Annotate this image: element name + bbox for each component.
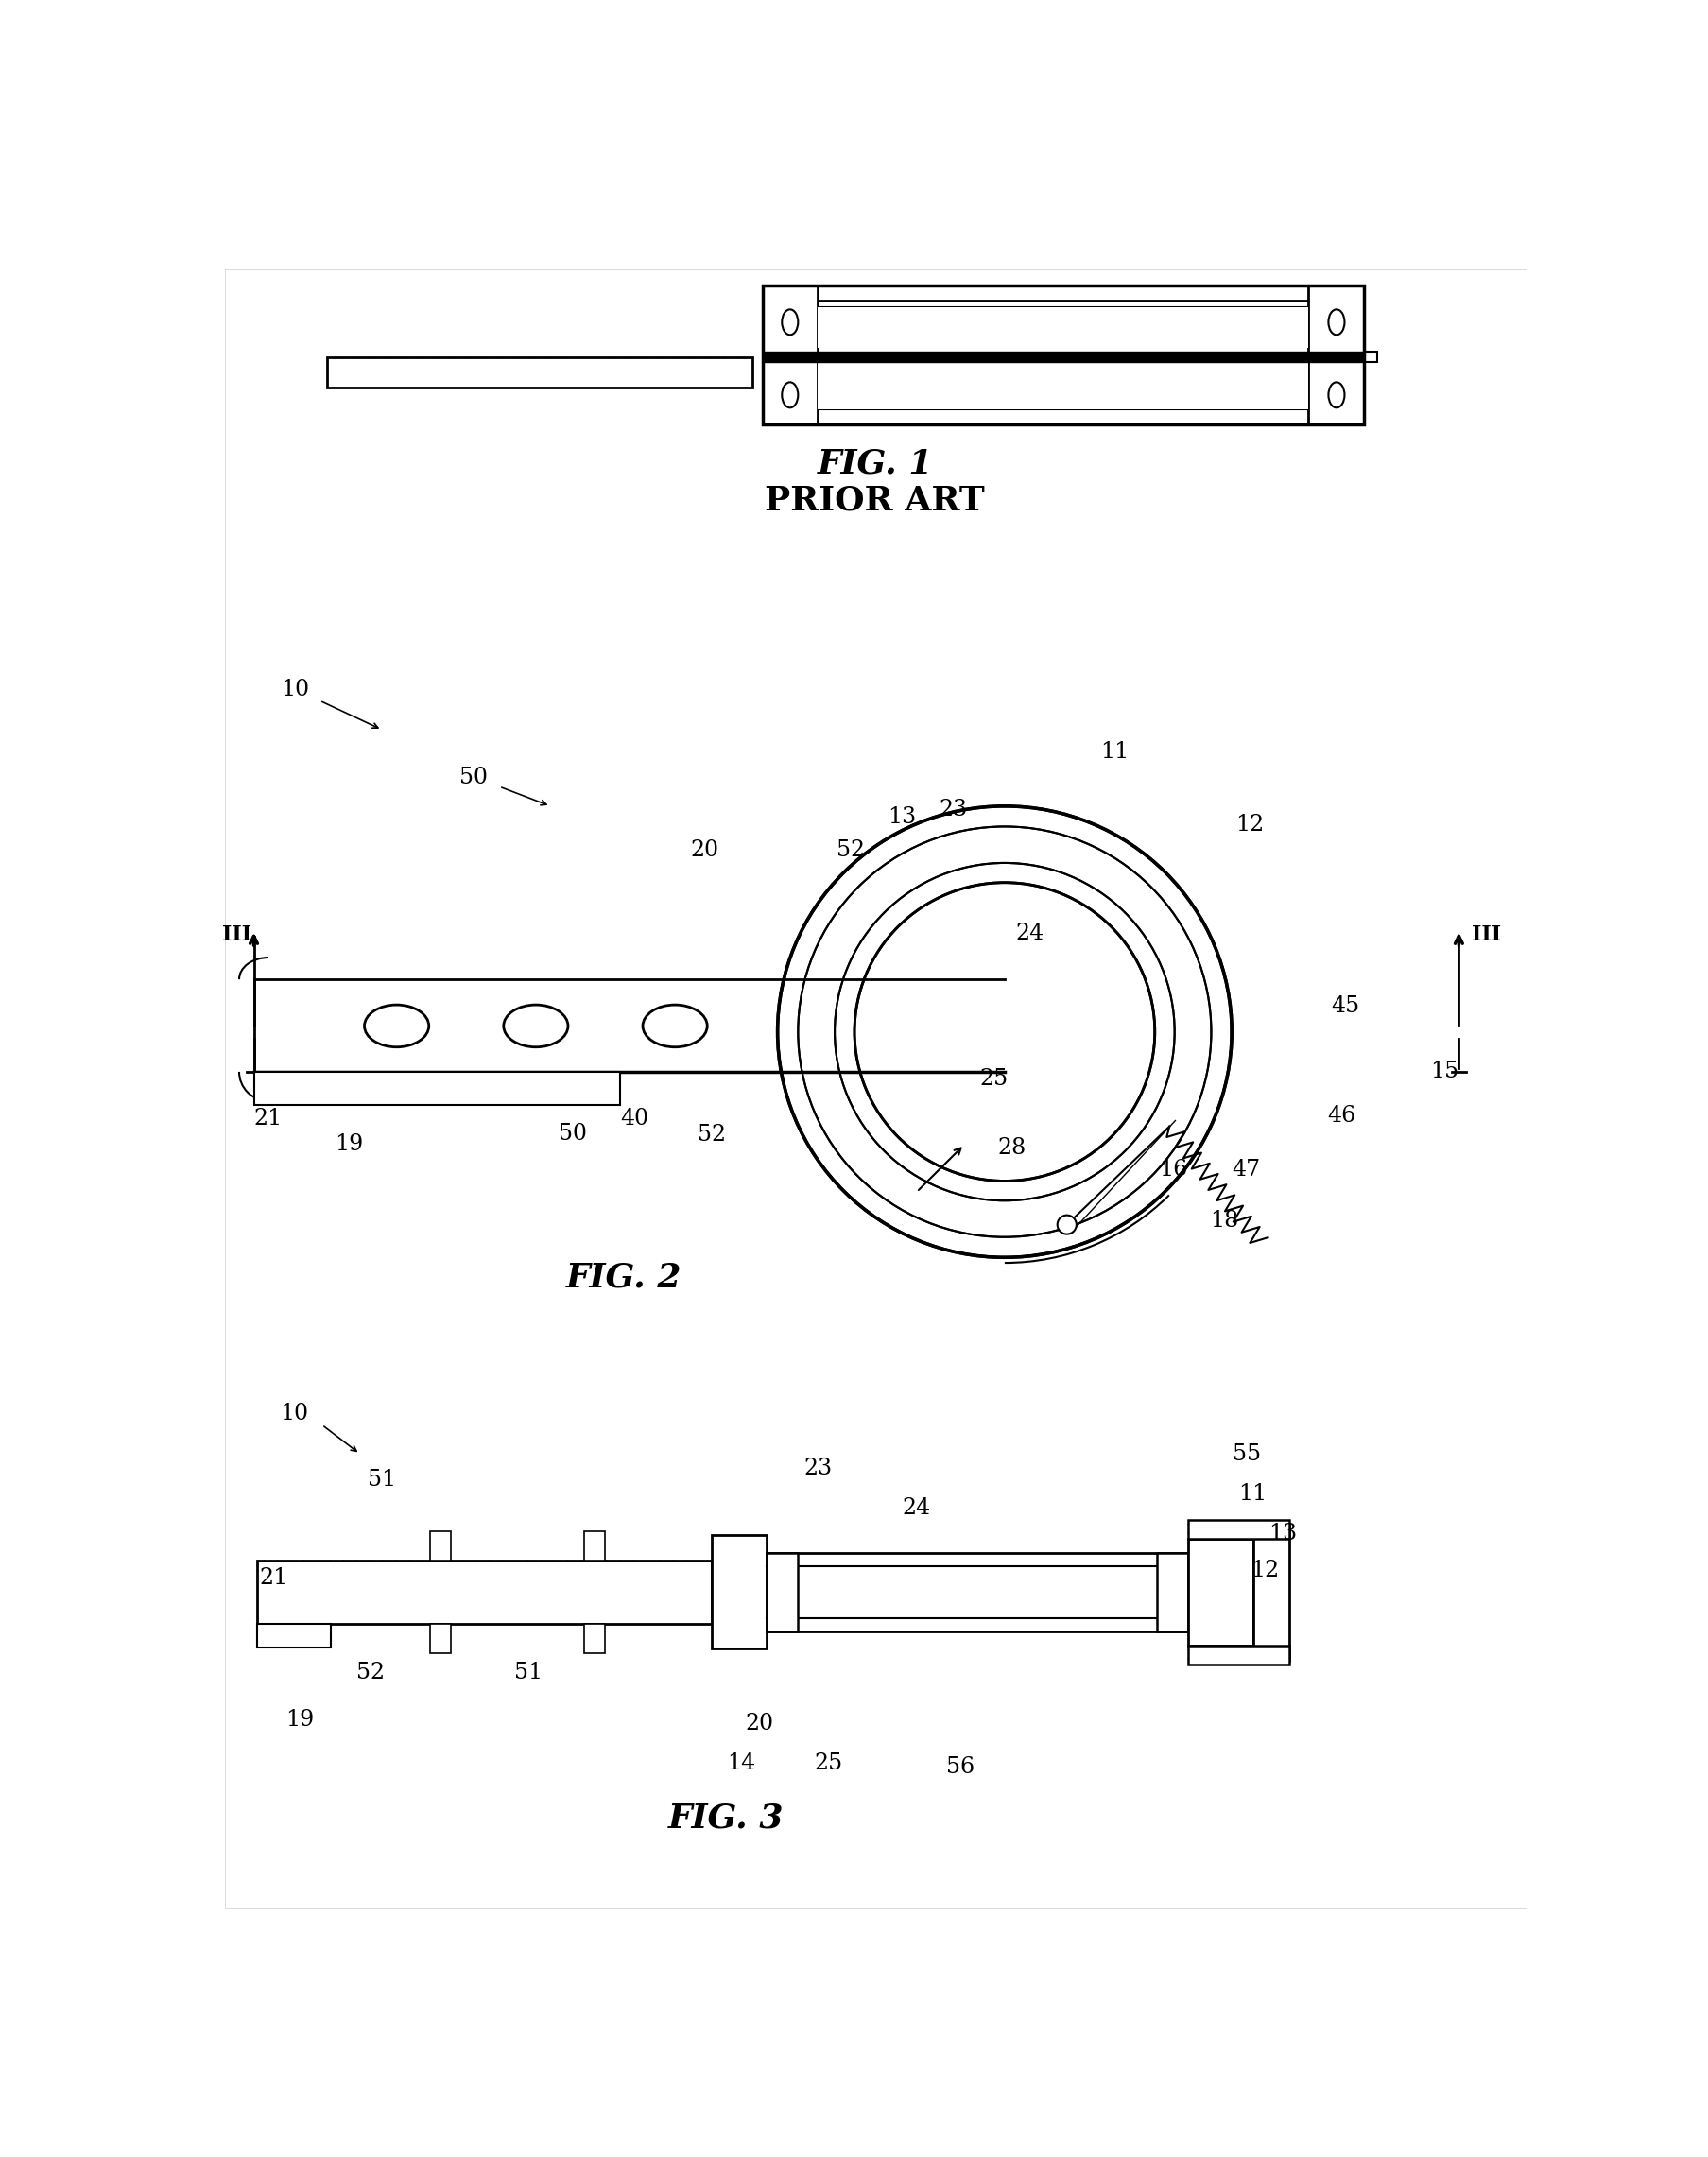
Bar [254, 979, 1004, 1072]
Bar [712, 1536, 767, 1648]
Text: 15: 15 [1430, 1061, 1459, 1083]
Text: III: III [222, 925, 251, 945]
Bar [1187, 1521, 1290, 1538]
Text: 11: 11 [1100, 740, 1129, 761]
Text: 19: 19 [335, 1135, 364, 1156]
Bar [763, 285, 818, 425]
Bar [1363, 352, 1377, 362]
Text: 20: 20 [745, 1713, 774, 1734]
Text: 51: 51 [367, 1469, 396, 1490]
Text: 20: 20 [690, 839, 719, 861]
Text: 45: 45 [1331, 994, 1360, 1018]
Text: 52: 52 [837, 839, 864, 861]
Bar [1156, 1553, 1187, 1631]
Ellipse shape [642, 1005, 707, 1046]
Text: 10: 10 [282, 679, 309, 701]
Text: 19: 19 [285, 1708, 314, 1730]
Text: 13: 13 [888, 807, 915, 828]
Bar [1187, 1538, 1254, 1646]
Bar [326, 358, 752, 388]
Text: 21: 21 [254, 1109, 284, 1130]
Text: 23: 23 [803, 1458, 832, 1480]
Text: 25: 25 [979, 1068, 1008, 1089]
Text: 52: 52 [697, 1124, 726, 1145]
Text: 51: 51 [514, 1661, 543, 1682]
Text: 50: 50 [559, 1124, 586, 1145]
Ellipse shape [504, 1005, 569, 1046]
Text: III: III [1472, 925, 1501, 945]
Text: 46: 46 [1327, 1104, 1356, 1126]
Text: FIG. 2: FIG. 2 [565, 1262, 681, 1294]
Text: 23: 23 [939, 798, 968, 820]
Bar [763, 285, 1363, 425]
Text: 25: 25 [815, 1751, 844, 1773]
Text: 14: 14 [726, 1751, 755, 1773]
Bar [584, 1531, 605, 1560]
Text: 10: 10 [280, 1402, 309, 1426]
Text: 28: 28 [997, 1137, 1027, 1158]
Circle shape [1057, 1214, 1076, 1234]
Text: FIG. 3: FIG. 3 [668, 1801, 784, 1833]
Text: 40: 40 [620, 1109, 649, 1130]
Bar [254, 1072, 620, 1104]
Bar [1187, 1646, 1290, 1665]
Text: FIG. 1: FIG. 1 [816, 449, 933, 481]
Ellipse shape [1329, 308, 1344, 334]
Bar [584, 1624, 605, 1654]
Bar [1308, 285, 1363, 425]
Text: 12: 12 [1250, 1560, 1279, 1581]
Ellipse shape [364, 1005, 429, 1046]
Ellipse shape [782, 382, 798, 408]
Text: 11: 11 [1238, 1484, 1267, 1506]
Circle shape [777, 807, 1231, 1258]
Text: 24: 24 [902, 1497, 931, 1519]
Bar [258, 1560, 712, 1624]
Text: 47: 47 [1231, 1158, 1261, 1180]
Text: 24: 24 [1016, 923, 1045, 945]
Text: 16: 16 [1158, 1158, 1187, 1180]
Bar [767, 1553, 798, 1631]
Bar [818, 308, 1308, 347]
Bar [258, 1624, 331, 1648]
Text: 56: 56 [946, 1756, 975, 1777]
Ellipse shape [782, 308, 798, 334]
Text: 52: 52 [357, 1661, 386, 1682]
Bar [818, 362, 1308, 410]
Bar [430, 1624, 451, 1654]
Text: 18: 18 [1209, 1210, 1238, 1232]
Ellipse shape [1329, 382, 1344, 408]
Text: 55: 55 [1231, 1443, 1261, 1465]
Text: 13: 13 [1269, 1523, 1298, 1544]
Bar [1254, 1523, 1290, 1661]
Text: 21: 21 [260, 1566, 289, 1588]
Text: PRIOR ART: PRIOR ART [765, 485, 986, 516]
Text: 12: 12 [1237, 813, 1264, 835]
Bar [763, 285, 1363, 300]
Bar [430, 1531, 451, 1560]
Text: 50: 50 [459, 766, 488, 787]
